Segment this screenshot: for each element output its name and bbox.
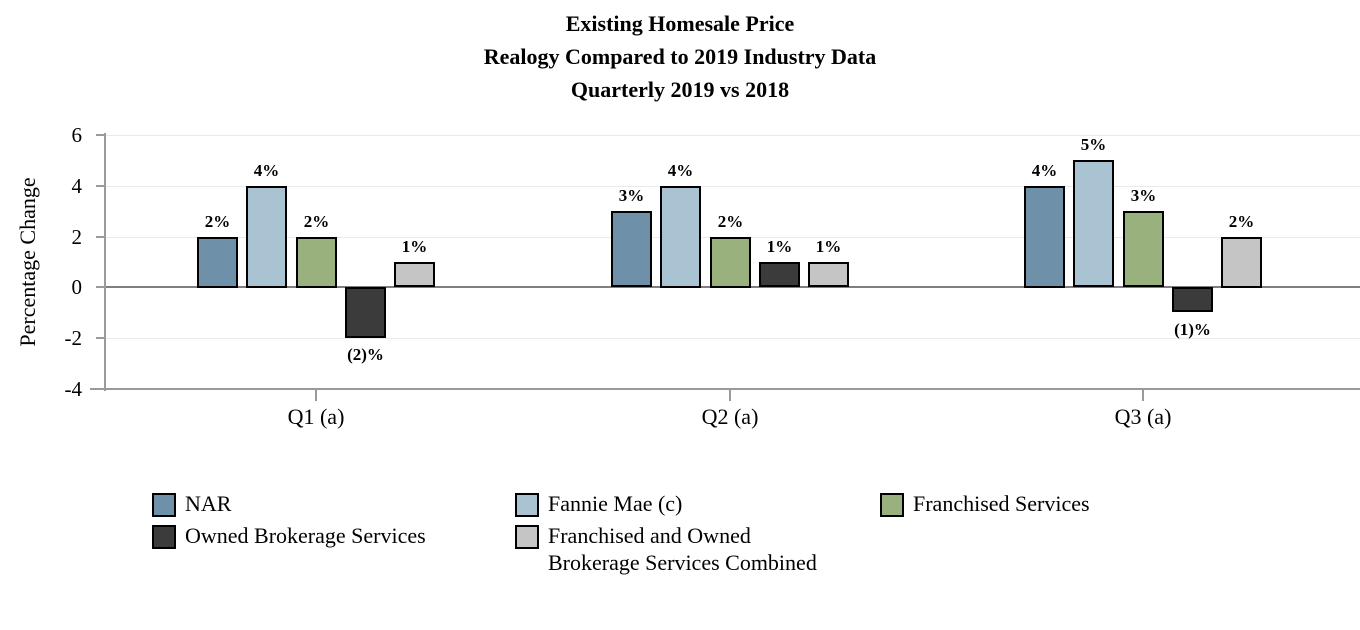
y-axis-tick [96, 185, 105, 187]
legend-swatch-franchised-services [880, 493, 904, 517]
x-axis-tick [729, 390, 731, 401]
y-axis-tick-label: 2 [71, 225, 83, 249]
y-axis-tick-label: 6 [71, 123, 83, 147]
bar-value-label: 1% [815, 237, 842, 256]
bar-value-label: 3% [618, 186, 645, 205]
legend-swatch-owned-brokerage-services [152, 525, 176, 549]
y-axis-tick-label: -2 [64, 326, 83, 350]
bar-value-label: (2)% [347, 345, 384, 364]
bar-q2-a-owned-brokerage-services [759, 262, 800, 287]
bar-value-label: 2% [204, 212, 231, 231]
x-axis-category-label: Q3 (a) [1114, 404, 1172, 429]
y-axis-tick-label: 0 [71, 275, 83, 299]
legend-label-line: Fannie Mae (c) [548, 491, 683, 516]
bar-q3-a-owned-brokerage-services [1172, 287, 1213, 312]
x-axis-tick [1142, 390, 1144, 401]
bar-value-label: 2% [1228, 212, 1255, 231]
bar-q1-a-fannie-mae-c [246, 186, 287, 288]
bar-value-label: 5% [1080, 135, 1107, 154]
legend-label-fannie-mae-c: Fannie Mae (c) [548, 490, 682, 517]
legend-label-line: Brokerage Services Combined [548, 550, 817, 575]
legend-label-franchised-and-owned-brokerage-services-combined: Franchised and Owned Brokerage Services C… [548, 522, 817, 576]
bar-q3-a-franchised-services [1123, 211, 1164, 287]
bar-q2-a-fannie-mae-c [660, 186, 701, 288]
bar-value-label: 4% [253, 161, 280, 180]
bar-value-label: 4% [667, 161, 694, 180]
bar-value-label: 1% [766, 237, 793, 256]
bar-q3-a-nar [1024, 186, 1065, 288]
gridline [106, 186, 1360, 187]
y-axis-tick-label: -4 [64, 377, 83, 401]
y-axis-tick [96, 388, 105, 390]
bar-q2-a-nar [611, 211, 652, 287]
chart-title: Existing Homesale Price Realogy Compared… [0, 7, 1360, 106]
x-axis-tick [315, 390, 317, 401]
gridline [106, 135, 1360, 136]
bar-value-label: (1)% [1174, 320, 1211, 339]
y-axis-tick [96, 134, 105, 136]
legend-swatch-franchised-and-owned-brokerage-services-combined [515, 525, 539, 549]
x-axis-line [90, 388, 1360, 390]
bar-value-label: 4% [1031, 161, 1058, 180]
y-axis-tick-label: 4 [71, 174, 83, 198]
chart-title-line-2: Realogy Compared to 2019 Industry Data [483, 44, 877, 69]
legend-label-nar: NAR [185, 490, 231, 517]
bar-q3-a-franchised-and-owned-brokerage-services-combined [1221, 237, 1262, 288]
legend-label-line: Owned Brokerage Services [185, 523, 426, 548]
y-axis-tick [96, 286, 105, 288]
chart-title-line-1: Existing Homesale Price [565, 11, 795, 36]
bar-q2-a-franchised-and-owned-brokerage-services-combined [808, 262, 849, 287]
y-axis-line [104, 133, 106, 391]
legend-label-line: Franchised and Owned [548, 523, 751, 548]
y-axis-tick [96, 236, 105, 238]
bar-value-label: 2% [717, 212, 744, 231]
legend-swatch-nar [152, 493, 176, 517]
bar-q1-a-franchised-and-owned-brokerage-services-combined [394, 262, 435, 287]
x-axis-category-label: Q1 (a) [287, 404, 345, 429]
chart-title-line-3: Quarterly 2019 vs 2018 [570, 77, 790, 102]
legend-label-franchised-services: Franchised Services [913, 490, 1090, 517]
gridline [106, 338, 1360, 339]
legend-label-line: Franchised Services [913, 491, 1090, 516]
bar-value-label: 3% [1130, 186, 1157, 205]
bar-q1-a-franchised-services [296, 237, 337, 288]
legend-swatch-fannie-mae-c [515, 493, 539, 517]
bar-value-label: 2% [303, 212, 330, 231]
bar-q3-a-fannie-mae-c [1073, 160, 1114, 287]
legend-label-line: NAR [185, 491, 232, 516]
bar-value-label: 1% [401, 237, 428, 256]
bar-q1-a-owned-brokerage-services [345, 287, 386, 338]
legend-label-owned-brokerage-services: Owned Brokerage Services [185, 522, 426, 549]
x-axis-category-label: Q2 (a) [701, 404, 759, 429]
y-axis-tick [96, 337, 105, 339]
bar-q2-a-franchised-services [710, 237, 751, 288]
bar-q1-a-nar [197, 237, 238, 288]
